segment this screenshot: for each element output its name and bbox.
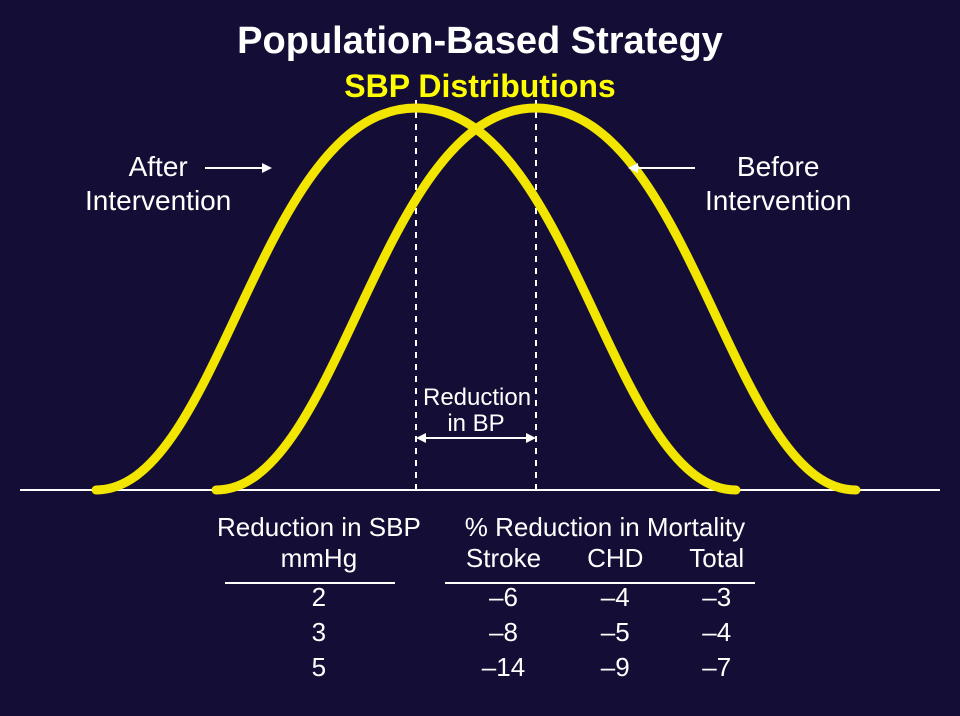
table-header-row1: Reduction in SBP % Reduction in Mortalit…: [195, 510, 767, 543]
cell-sbp: 3: [195, 615, 443, 650]
table-header-row2: mmHg Stroke CHD Total: [195, 543, 767, 580]
mortality-table: Reduction in SBP % Reduction in Mortalit…: [195, 510, 767, 685]
col1-header-line1: Reduction in SBP: [195, 510, 443, 543]
after-arrow-head: [262, 163, 272, 173]
col1-header-line2: mmHg: [195, 543, 443, 580]
cell-sbp: 2: [195, 580, 443, 615]
cell-stroke: –14: [443, 650, 564, 685]
table-rule-left: [225, 582, 395, 584]
sub-header-chd: CHD: [564, 543, 666, 580]
cell-sbp: 5: [195, 650, 443, 685]
cell-chd: –5: [564, 615, 666, 650]
table-row: 3 –8 –5 –4: [195, 615, 767, 650]
chart-svg: [0, 0, 960, 520]
cell-total: –3: [666, 580, 767, 615]
table-rule-right: [445, 582, 755, 584]
cell-chd: –4: [564, 580, 666, 615]
sub-header-stroke: Stroke: [443, 543, 564, 580]
table-row: 2 –6 –4 –3: [195, 580, 767, 615]
table-row: 5 –14 –9 –7: [195, 650, 767, 685]
reduction-label-line1: Reduction: [423, 385, 529, 411]
reduction-label: Reduction in BP: [423, 385, 529, 438]
cell-total: –7: [666, 650, 767, 685]
cell-chd: –9: [564, 650, 666, 685]
sub-header-total: Total: [666, 543, 767, 580]
group-header: % Reduction in Mortality: [443, 510, 767, 543]
cell-stroke: –8: [443, 615, 564, 650]
cell-total: –4: [666, 615, 767, 650]
reduction-label-line2: in BP: [423, 411, 529, 437]
cell-stroke: –6: [443, 580, 564, 615]
